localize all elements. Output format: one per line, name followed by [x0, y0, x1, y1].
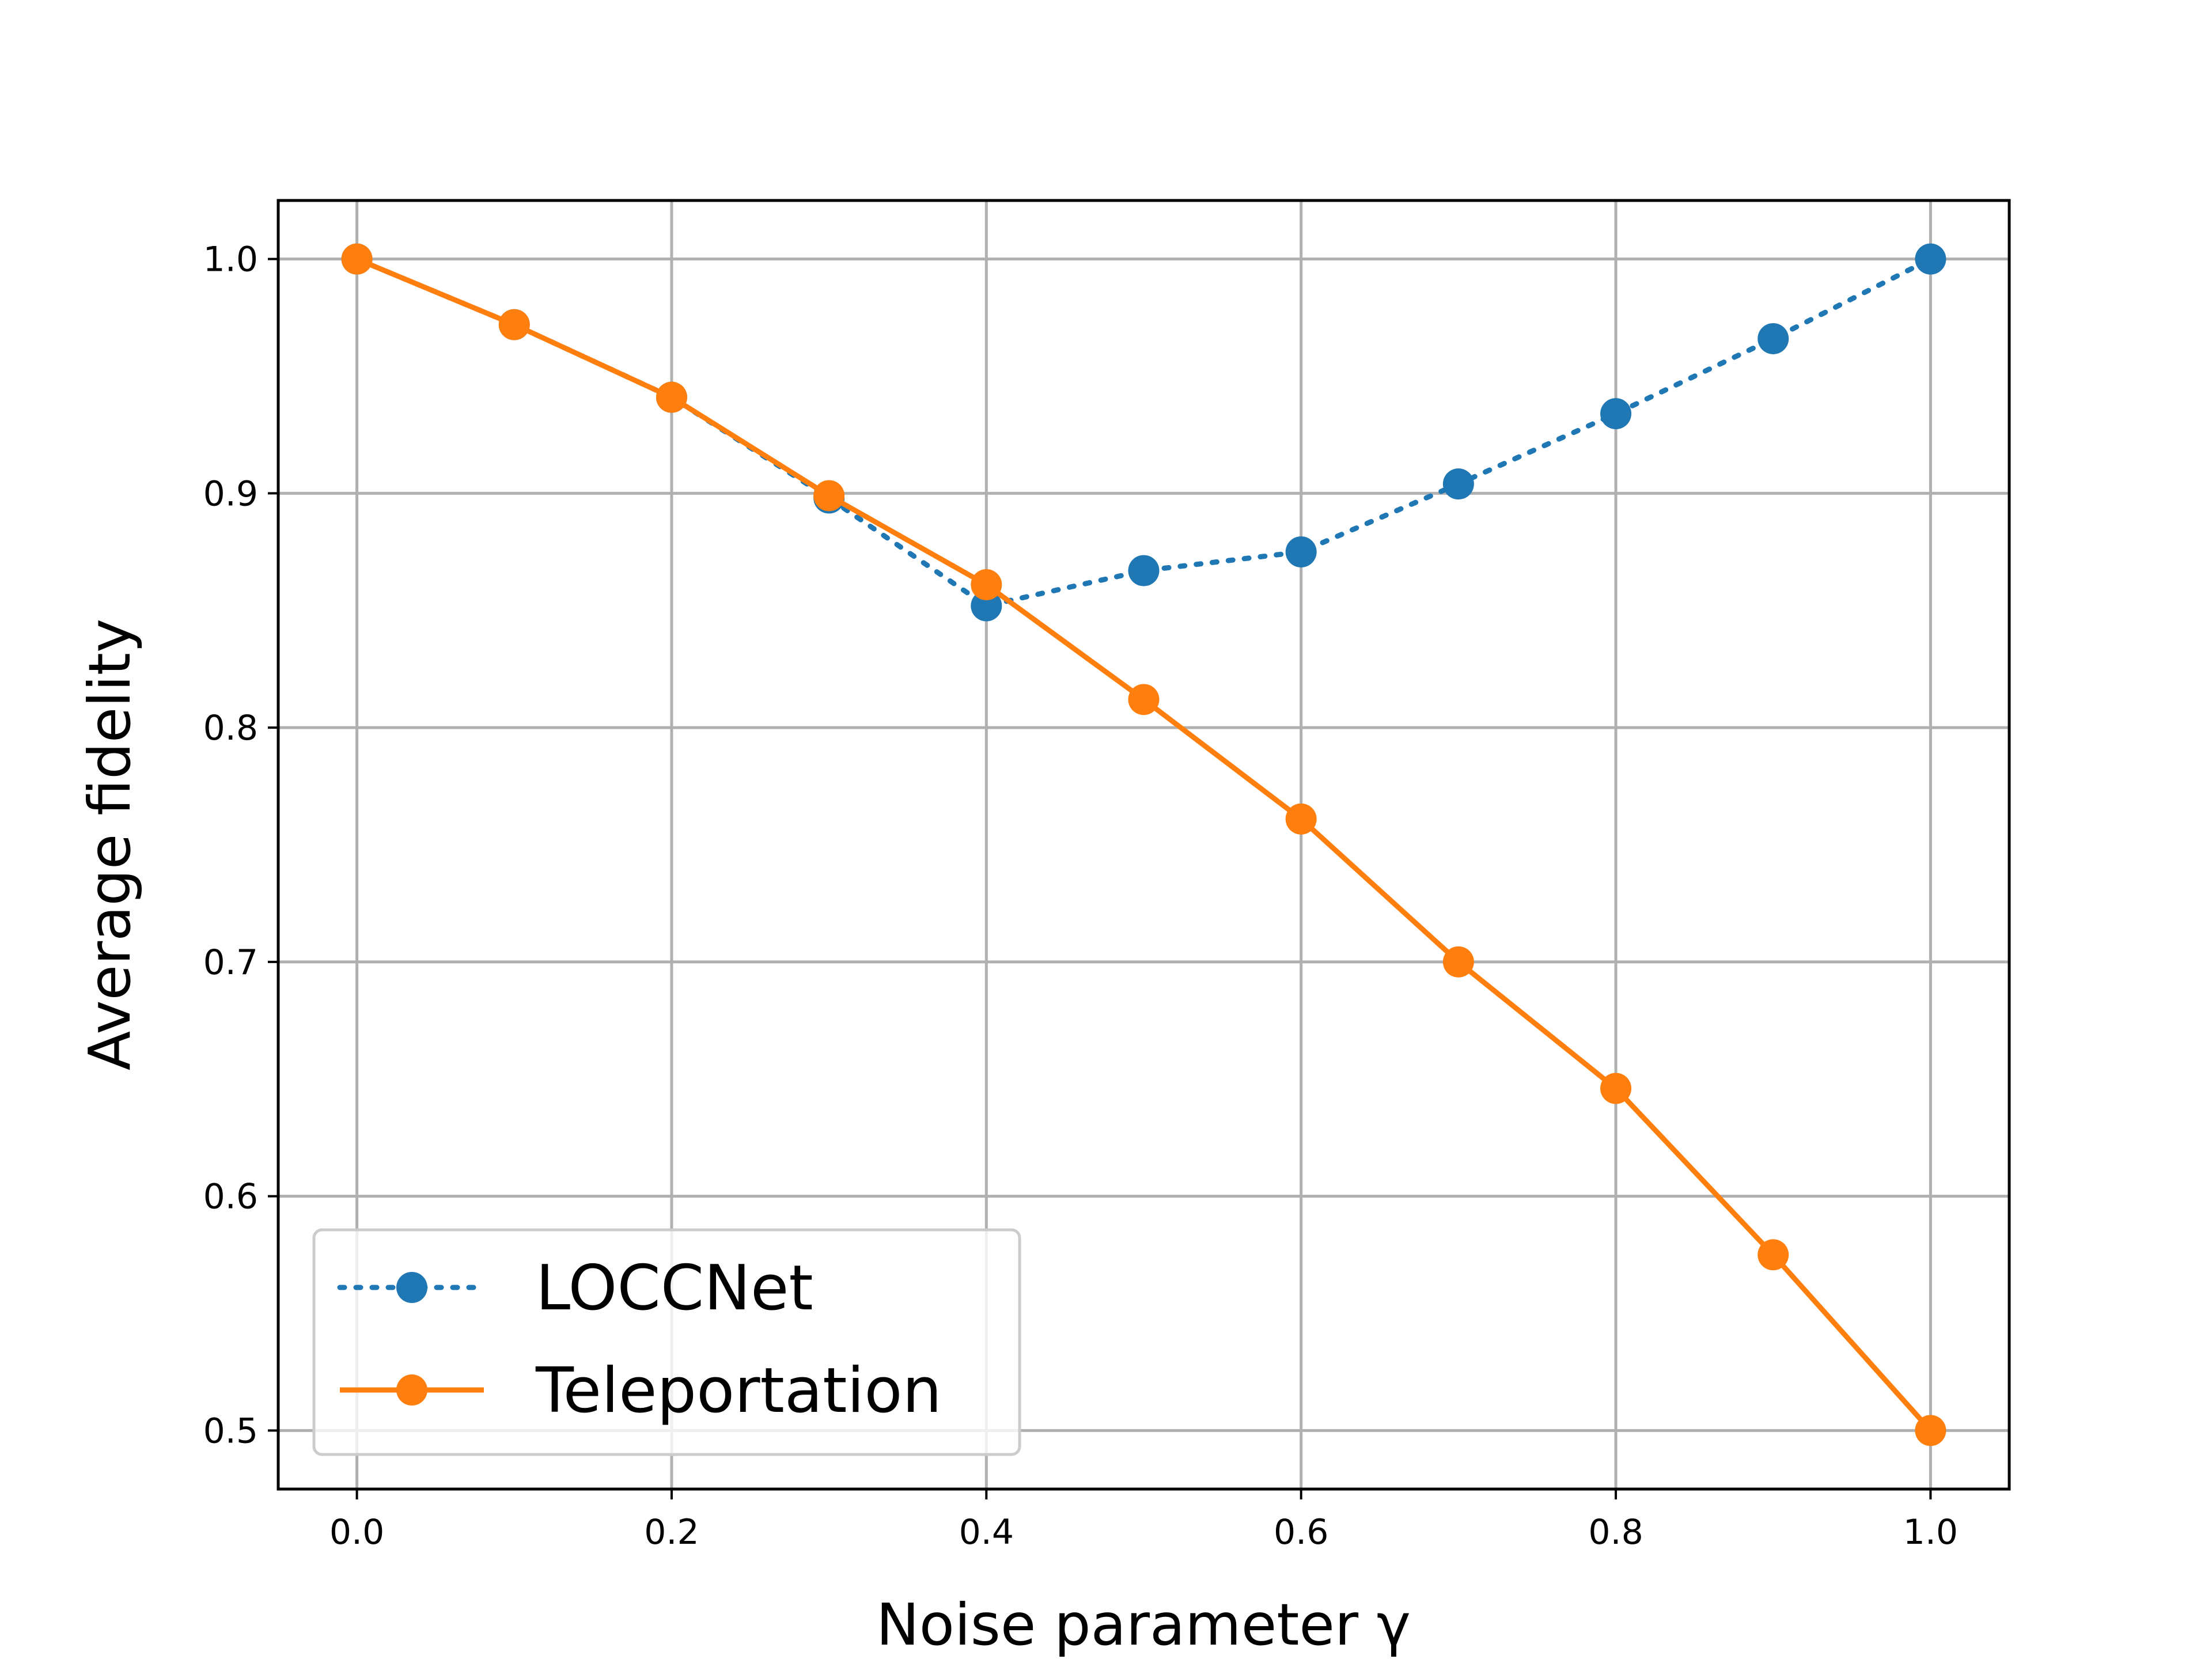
data-point: [1128, 555, 1160, 586]
series-teleportation: [341, 243, 1946, 1446]
legend-marker: [396, 1272, 427, 1303]
data-point: [1600, 398, 1632, 430]
data-point: [1442, 468, 1474, 500]
legend-box: [312, 1228, 1021, 1456]
y-tick-label: 0.7: [203, 942, 258, 983]
x-tick-label: 0.4: [959, 1512, 1014, 1552]
legend-entry: LOCCNet: [337, 1252, 813, 1324]
data-point: [498, 309, 530, 340]
data-point: [1915, 1415, 1946, 1446]
x-tick-label: 0.8: [1588, 1512, 1643, 1552]
y-tick-label: 0.6: [203, 1177, 258, 1217]
legend-entry: Teleportation: [340, 1355, 942, 1427]
data-point: [1600, 1073, 1632, 1104]
y-tick-label: 1.0: [203, 240, 258, 280]
x-tick-label: 0.0: [329, 1512, 384, 1552]
data-point: [1285, 803, 1317, 835]
data-point: [1915, 243, 1946, 275]
data-point: [341, 243, 373, 275]
x-tick-label: 1.0: [1903, 1512, 1958, 1552]
data-point: [1442, 946, 1474, 978]
data-point: [1758, 1239, 1789, 1271]
data-point: [1128, 684, 1160, 715]
legend-label: Teleportation: [535, 1355, 942, 1427]
data-point: [656, 381, 687, 413]
x-axis-label: Noise parameter γ: [876, 1591, 1411, 1658]
data-point: [1285, 536, 1317, 568]
plot-frame: [276, 199, 2011, 1491]
y-axis-label: Average fidelity: [76, 619, 143, 1070]
data-point: [813, 480, 845, 512]
legend-marker: [396, 1374, 427, 1406]
x-axis: 0.0 0.2 0.4 0.6 0.8 1.0: [329, 1489, 1958, 1552]
series-layer: [341, 243, 1946, 1446]
legend-label: LOCCNet: [536, 1252, 813, 1324]
y-tick-label: 0.8: [203, 708, 258, 748]
data-point: [1758, 323, 1789, 354]
y-tick-label: 0.9: [203, 474, 258, 514]
y-tick-label: 0.5: [203, 1411, 258, 1451]
legend: LOCCNet Teleportation: [312, 1228, 1021, 1456]
y-axis: 0.5 0.6 0.7 0.8 0.9 1.0: [203, 240, 278, 1451]
x-tick-label: 0.6: [1274, 1512, 1328, 1552]
data-point: [971, 569, 1002, 601]
x-tick-label: 0.2: [644, 1512, 699, 1552]
grid-lines: [278, 200, 2009, 1489]
